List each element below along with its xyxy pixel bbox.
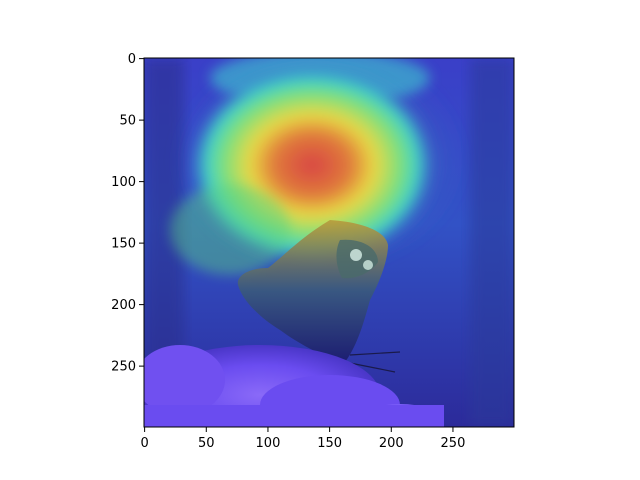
y-tick-label: 150 (111, 237, 136, 252)
y-tick-label: 100 (111, 175, 136, 190)
x-tick-label: 250 (441, 436, 466, 451)
y-tick-label: 250 (111, 360, 136, 375)
y-tick-label: 50 (119, 114, 136, 129)
butterfly (237, 220, 401, 373)
axes-frame (143, 57, 515, 428)
x-tick-label: 150 (317, 436, 342, 451)
x-tick-label: 100 (256, 436, 281, 451)
x-axis: 0 50 100 150 200 250 (140, 427, 465, 451)
x-tick-label: 50 (198, 436, 215, 451)
x-tick-label: 0 (140, 436, 148, 451)
heatmap-image (144, 58, 514, 427)
y-tick-label: 0 (128, 52, 136, 67)
y-axis: 0 50 100 150 200 250 (111, 52, 144, 375)
x-tick-label: 200 (379, 436, 404, 451)
y-tick-label: 200 (111, 298, 136, 313)
flower-cluster (144, 345, 444, 427)
